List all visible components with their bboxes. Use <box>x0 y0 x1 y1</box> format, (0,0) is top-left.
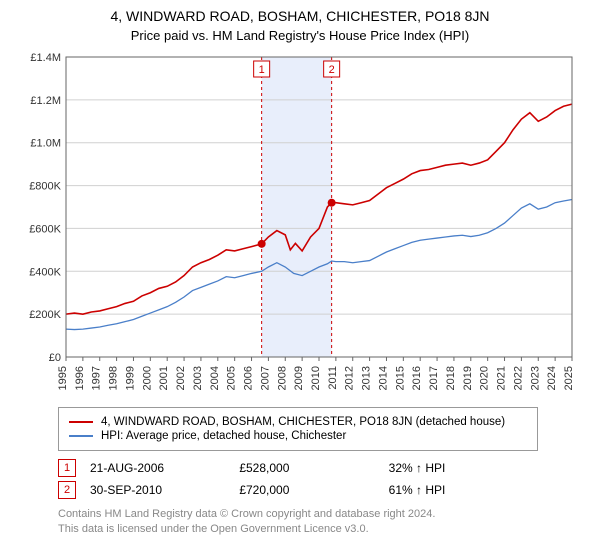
marker-row: 2 30-SEP-2010£720,00061% ↑ HPI <box>58 481 538 499</box>
chart-title: 4, WINDWARD ROAD, BOSHAM, CHICHESTER, PO… <box>12 8 588 24</box>
svg-text:2016: 2016 <box>411 366 423 390</box>
svg-text:2005: 2005 <box>226 366 238 390</box>
marker-price: £528,000 <box>239 461 388 475</box>
svg-text:2004: 2004 <box>209 366 221 390</box>
marker-date: 21-AUG-2006 <box>90 461 239 475</box>
footer-line-1: Contains HM Land Registry data © Crown c… <box>58 507 588 522</box>
svg-text:2: 2 <box>329 64 335 76</box>
svg-text:2015: 2015 <box>394 366 406 390</box>
svg-text:1999: 1999 <box>124 366 136 390</box>
chart-svg: £0 £200K £400K £600K £800K £1.0M £1.2M £1.4M 199… <box>20 51 580 399</box>
legend-swatch <box>69 435 93 437</box>
svg-text:2024: 2024 <box>546 366 558 390</box>
legend-label: 4, WINDWARD ROAD, BOSHAM, CHICHESTER, PO… <box>101 416 505 428</box>
svg-text:1997: 1997 <box>91 366 103 390</box>
legend-item: 4, WINDWARD ROAD, BOSHAM, CHICHESTER, PO… <box>69 416 527 428</box>
svg-text:2011: 2011 <box>327 366 339 390</box>
svg-text:2003: 2003 <box>192 366 204 390</box>
marker-badge: 2 <box>58 481 76 499</box>
svg-text:£200K: £200K <box>29 309 61 321</box>
svg-text:2022: 2022 <box>512 366 524 390</box>
marker-delta: 61% ↑ HPI <box>389 483 538 497</box>
svg-text:1995: 1995 <box>57 366 69 390</box>
svg-text:£1.4M: £1.4M <box>30 52 61 64</box>
svg-text:2019: 2019 <box>462 366 474 390</box>
footer: Contains HM Land Registry data © Crown c… <box>58 507 588 537</box>
marker-date: 30-SEP-2010 <box>90 483 239 497</box>
svg-text:£0: £0 <box>49 352 61 364</box>
chart-subtitle: Price paid vs. HM Land Registry's House … <box>12 28 588 43</box>
svg-text:2006: 2006 <box>243 366 255 390</box>
legend-label: HPI: Average price, detached house, Chic… <box>101 430 346 442</box>
svg-text:2012: 2012 <box>344 366 356 390</box>
svg-text:1998: 1998 <box>108 366 120 390</box>
svg-text:2000: 2000 <box>141 366 153 390</box>
marker-table: 1 21-AUG-2006£528,00032% ↑ HPI 2 30-SEP-201… <box>58 459 538 499</box>
svg-text:2001: 2001 <box>158 366 170 390</box>
chart-plot: £0 £200K £400K £600K £800K £1.0M £1.2M £1.4M 199… <box>20 51 580 399</box>
svg-text:2013: 2013 <box>361 366 373 390</box>
svg-text:2017: 2017 <box>428 366 440 390</box>
svg-text:2025: 2025 <box>563 366 575 390</box>
svg-text:£1.2M: £1.2M <box>30 95 61 107</box>
footer-line-2: This data is licensed under the Open Gov… <box>58 522 588 537</box>
legend-swatch <box>69 421 93 423</box>
marker-price: £720,000 <box>239 483 388 497</box>
legend-item: HPI: Average price, detached house, Chic… <box>69 430 527 442</box>
svg-text:2023: 2023 <box>529 366 541 390</box>
svg-text:2008: 2008 <box>276 366 288 390</box>
marker-row: 1 21-AUG-2006£528,00032% ↑ HPI <box>58 459 538 477</box>
svg-text:2010: 2010 <box>310 366 322 390</box>
svg-text:2018: 2018 <box>445 366 457 390</box>
svg-text:£1.0M: £1.0M <box>30 138 61 150</box>
svg-text:2020: 2020 <box>479 366 491 390</box>
svg-text:£800K: £800K <box>29 181 61 193</box>
chart-container: 4, WINDWARD ROAD, BOSHAM, CHICHESTER, PO… <box>0 0 600 560</box>
svg-text:1: 1 <box>259 64 265 76</box>
svg-text:£600K: £600K <box>29 223 61 235</box>
legend-box: 4, WINDWARD ROAD, BOSHAM, CHICHESTER, PO… <box>58 407 538 451</box>
svg-text:2002: 2002 <box>175 366 187 390</box>
marker-badge: 1 <box>58 459 76 477</box>
svg-text:2009: 2009 <box>293 366 305 390</box>
marker-delta: 32% ↑ HPI <box>389 461 538 475</box>
svg-text:2007: 2007 <box>259 366 271 390</box>
svg-text:£400K: £400K <box>29 266 61 278</box>
svg-text:2014: 2014 <box>377 366 389 390</box>
svg-text:1996: 1996 <box>74 366 86 390</box>
svg-text:2021: 2021 <box>496 366 508 390</box>
